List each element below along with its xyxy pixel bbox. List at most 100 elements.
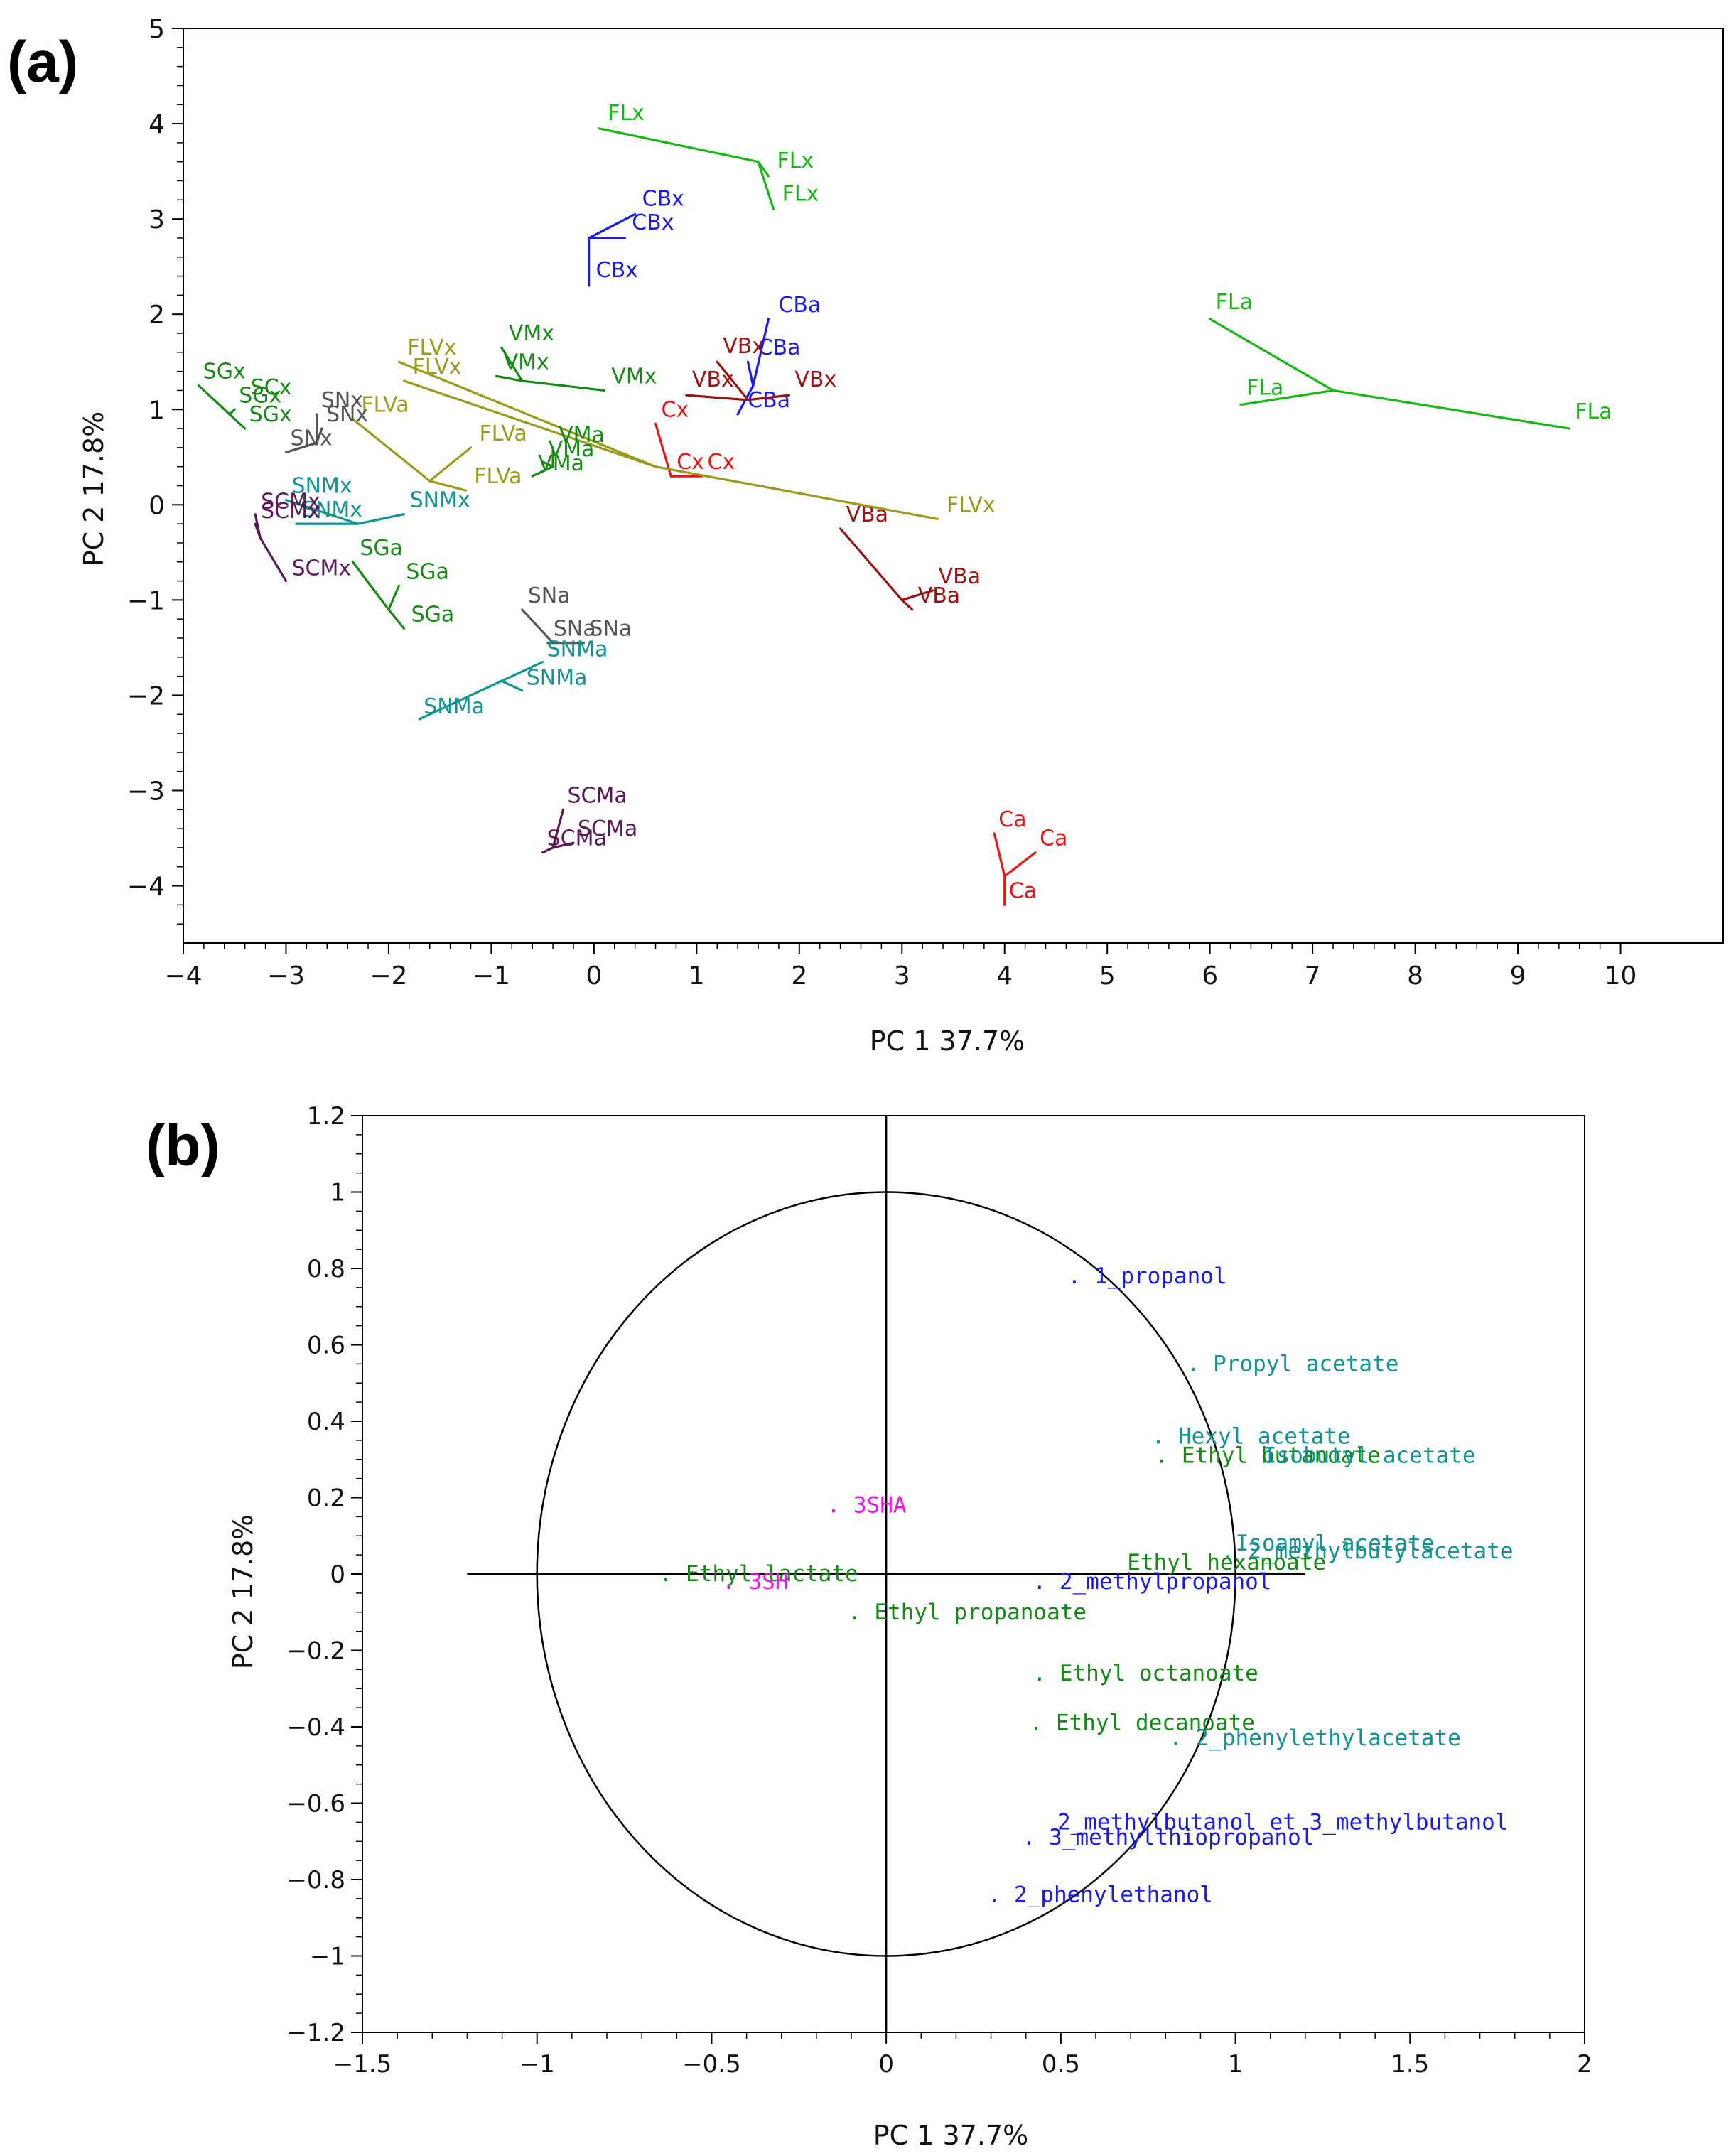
score-star-arm	[541, 460, 554, 468]
variable-label: Isobutyl acetate	[1263, 1443, 1476, 1468]
score-star-arm	[521, 379, 605, 392]
score-star-arm	[356, 513, 406, 525]
plot-frame-a	[183, 28, 1724, 944]
x-tick-label-b: −1.5	[333, 2050, 392, 2079]
variable-label: . 3SH	[722, 1569, 788, 1595]
y-tick-label-a: −4	[127, 873, 165, 902]
score-star-arm	[351, 561, 390, 611]
score-point-label: VMa	[559, 423, 605, 448]
score-point-label: VBx	[794, 367, 836, 392]
score-star-arm	[531, 465, 554, 478]
variable-label: . 3_methylthiopropanol	[1023, 1825, 1315, 1850]
score-star-arm	[198, 384, 231, 416]
score-star-arm	[316, 427, 323, 444]
y-tick-label-b: −0.8	[286, 1866, 345, 1894]
x-tick-label-a: 5	[1099, 961, 1116, 991]
score-point-label: VMx	[509, 321, 554, 346]
x-tick-label-b: 2	[1577, 2050, 1592, 2079]
score-point-label: CBx	[596, 258, 638, 283]
x-tick-label-a: 0	[586, 961, 602, 991]
x-tick-label-a: 8	[1407, 961, 1423, 991]
score-point-label: SCMx	[291, 556, 351, 581]
y-tick-label-b: 0.2	[307, 1484, 345, 1513]
score-star-arm	[551, 841, 575, 849]
score-star-arm	[654, 465, 939, 521]
variable-label: . 1_propanol	[1068, 1263, 1227, 1289]
score-point-label: SNMa	[547, 637, 608, 662]
variable-label: . 2_methylbutylacetate	[1222, 1538, 1514, 1564]
y-tick-label-b: 0.6	[307, 1332, 345, 1360]
variable-label: . Ethyl octanoate	[1033, 1661, 1258, 1686]
y-tick-label-a: 4	[149, 110, 165, 139]
pca-scores-plot: (a) −4 −3 −2 −1 0 1 2 3 4 5 6 7 8 9 10 −4 −3 −2 −1 0 1 2 3 4 5 F…	[7, 15, 1724, 1057]
score-star-arm	[500, 660, 544, 682]
score-star-arm	[259, 537, 288, 583]
x-tick-label-a: 2	[791, 961, 807, 991]
y-tick-label-a: −3	[127, 777, 165, 807]
score-point-label: SNa	[528, 583, 571, 608]
score-star-arm	[284, 441, 318, 454]
y-tick-label-b: 0.8	[307, 1255, 345, 1283]
correlation-circle	[536, 1191, 1236, 1957]
score-point-label: CBa	[748, 388, 790, 413]
y-tick-label-a: −1	[127, 586, 165, 615]
score-star-arm	[521, 608, 554, 645]
score-point-label: SNMx	[410, 488, 470, 513]
y-tick-label-a: 1	[149, 396, 165, 425]
x-tick-label-a: −1	[473, 961, 510, 991]
x-tick-label-a: −2	[370, 961, 407, 991]
x-tick-label-a: −4	[164, 961, 202, 991]
score-star-arm	[746, 360, 755, 387]
score-point-label: VMx	[504, 350, 549, 374]
variable-label: . Ethyl butanoate	[1155, 1443, 1381, 1468]
score-point-label: VMa	[549, 437, 595, 462]
variable-label: . Propyl acetate	[1187, 1351, 1399, 1376]
score-point-label: SNx	[326, 402, 368, 427]
score-star-arm	[428, 446, 473, 483]
score-point-label: SGx	[203, 360, 246, 384]
y-tick-label-b: 1.2	[307, 1102, 345, 1131]
score-point-label: FLVx	[407, 335, 456, 360]
score-point-label: CBa	[778, 293, 821, 318]
loading-marks: . 1_propanol . Propyl acetate . Hexyl acet…	[659, 1263, 1514, 1908]
score-star-arm	[228, 413, 247, 430]
score-star-arm	[418, 679, 503, 721]
score-point-label: SCMa	[568, 783, 627, 808]
score-star-arm	[900, 589, 934, 601]
score-point-label: VBa	[918, 583, 961, 608]
score-star-arm	[428, 480, 467, 492]
score-point-label: SGx	[239, 383, 281, 408]
score-point-label: VBx	[692, 367, 734, 392]
score-marks: FLxFLxFLxFLaFLaFLaCBxCBxCBxCBaCBaCBaVBxV…	[198, 101, 1612, 906]
score-star-arm	[654, 422, 672, 478]
score-star-arm	[500, 346, 524, 382]
variable-label: 2_methylbutanol et 3_methylbutanol	[1057, 1809, 1509, 1835]
score-point-label: FLVx	[413, 355, 462, 379]
x-tick-label-b: −0.5	[682, 2050, 741, 2079]
x-tick-label-a: 7	[1305, 961, 1321, 991]
score-point-label: FLa	[1246, 376, 1283, 401]
variable-label: . Ethyl decanoate	[1030, 1710, 1255, 1736]
pca-loadings-plot: (b) −1.5 −1 −0.5 0 0.5 1 1.5 2 −1.2 −1 −0.8 −0.6 −0.…	[146, 1102, 1592, 2151]
axes-a: −4 −3 −2 −1 0 1 2 3 4 5 6 7 8 9 10 −4 −3 −2 −1 0 1 2 3 4 5	[127, 15, 1724, 991]
score-star-arm	[746, 394, 790, 401]
score-star-arm	[541, 846, 554, 854]
score-point-label: Ca	[1009, 878, 1037, 903]
x-tick-label-b: 1.5	[1391, 2050, 1429, 2079]
y-tick-label-b: −0.6	[286, 1790, 345, 1818]
x-tick-label-a: −3	[267, 961, 305, 991]
score-point-label: FLx	[777, 149, 814, 173]
y-axis-label-b: PC 2 17.8%	[227, 1514, 259, 1670]
score-point-label: FLVa	[474, 464, 522, 489]
score-star-arm	[757, 161, 775, 211]
x-tick-label-b: 0.5	[1042, 2050, 1080, 2079]
score-point-label: SNx	[321, 388, 363, 413]
score-star-arm	[1209, 318, 1335, 392]
score-point-label: VMa	[538, 451, 584, 476]
score-point-label: SNa	[554, 617, 596, 642]
score-point-label: FLVa	[480, 421, 527, 446]
score-point-label: Ca	[1040, 826, 1067, 851]
y-tick-label-a: 2	[149, 301, 165, 330]
score-point-label: CBx	[642, 186, 684, 211]
score-point-label: SCMx	[261, 490, 320, 514]
